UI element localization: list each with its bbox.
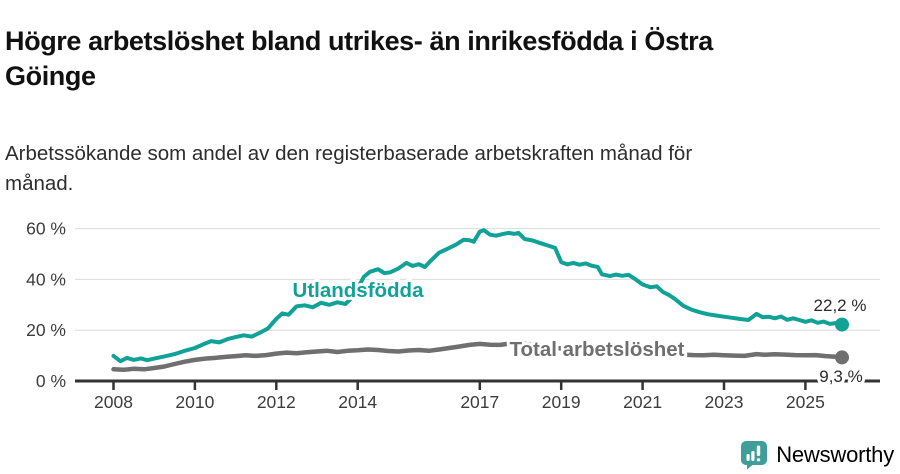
x-axis-tick-label: 2019 [542, 392, 581, 412]
series-end-dot [835, 350, 849, 365]
chart-subtitle: Arbetssökande som andel av den registerb… [5, 139, 865, 199]
x-axis-tick-label: 2012 [257, 392, 296, 412]
y-axis-tick-label: 0 % [36, 371, 66, 391]
gridlines [75, 228, 880, 331]
x-axis-tick-label: 2014 [338, 392, 377, 412]
series-line [111, 228, 844, 364]
chart-subtitle-line-2: månad. [5, 171, 74, 195]
series-lines [111, 228, 849, 373]
end-value-label-total: 9,3 % [819, 367, 862, 386]
y-axis-tick-label: 40 % [26, 269, 66, 289]
y-axis-tick-label: 60 % [26, 219, 66, 239]
axes: 0 % 20 % 40 % 60 % 2008 2010 2012 2014 2017 2019 2… [26, 219, 880, 412]
series-label-total-arbetsloshet: Total arbetslöshet [509, 338, 684, 361]
chart-title-line-1: Högre arbetslöshet bland utrikes- än inr… [5, 26, 713, 57]
x-axis-tick-label: 2021 [623, 392, 662, 412]
x-axis-tick-label: 2008 [94, 392, 133, 412]
chart-subtitle-line-1: Arbetssökande som andel av den registerb… [5, 141, 693, 165]
brand-name: Newsworthy [776, 442, 894, 467]
x-axis-tick-label: 2017 [460, 392, 499, 412]
x-axis-tick-label: 2023 [705, 392, 744, 412]
series-end-dot [835, 317, 849, 332]
chart-title-line-2: Göinge [5, 61, 96, 92]
brand-footer: Newsworthy [740, 440, 894, 470]
series-line [111, 340, 845, 373]
x-axis-tick-label: 2025 [786, 392, 825, 412]
x-axis-tick-label: 2010 [175, 392, 214, 412]
series-label-utlandsfodda: Utlandsfödda [293, 279, 425, 302]
end-value-label-utlandsfodda: 22,2 % [814, 296, 867, 315]
chart-title: Högre arbetslöshet bland utrikes- än inr… [5, 24, 885, 94]
y-axis-tick-label: 20 % [26, 320, 66, 340]
newsworthy-logo-icon [741, 441, 768, 470]
